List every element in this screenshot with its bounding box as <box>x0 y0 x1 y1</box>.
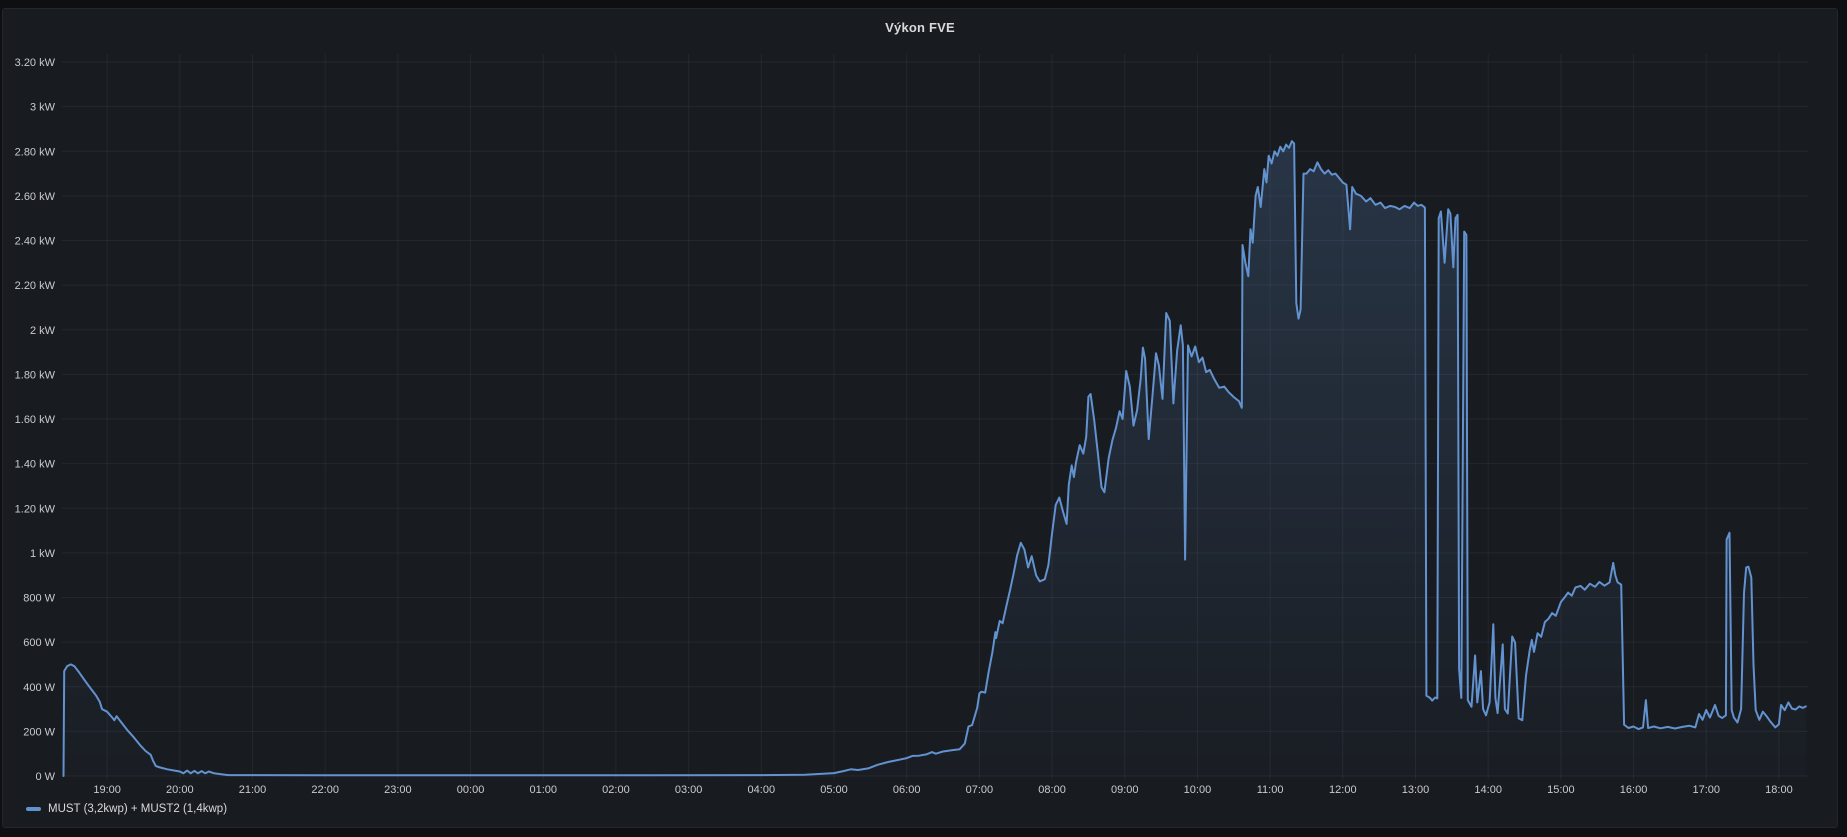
y-tick-label: 1.80 kW <box>15 369 56 381</box>
x-tick-label: 11:00 <box>1257 784 1284 796</box>
y-tick-label: 2.80 kW <box>15 146 56 158</box>
x-tick-label: 18:00 <box>1765 784 1793 796</box>
x-tick-label: 04:00 <box>748 784 776 796</box>
x-tick-label: 10:00 <box>1184 784 1212 796</box>
y-tick-label: 2 kW <box>30 325 56 337</box>
series-label: MUST (3,2kwp) + MUST2 (1,4kwp) <box>48 803 228 815</box>
series-layer <box>62 140 1807 777</box>
x-tick-label: 14:00 <box>1474 784 1502 796</box>
legend: MUST (3,2kwp) + MUST2 (1,4kwp) <box>26 803 227 815</box>
y-tick-label: 3.20 kW <box>15 57 56 69</box>
x-tick-label: 20:00 <box>166 784 194 796</box>
x-tick-label: 21:00 <box>239 784 267 796</box>
x-tick-label: 08:00 <box>1038 784 1066 796</box>
y-tick-label: 3 kW <box>30 102 56 114</box>
y-tick-label: 1.20 kW <box>15 503 56 515</box>
x-tick-label: 17:00 <box>1692 784 1720 796</box>
series-line-icon <box>26 807 41 811</box>
y-tick-label: 1.60 kW <box>15 414 56 426</box>
x-tick-label: 00:00 <box>457 784 485 796</box>
x-tick-label: 02:00 <box>602 784 630 796</box>
y-tick-label: 2.20 kW <box>15 280 56 292</box>
x-tick-label: 03:00 <box>675 784 703 796</box>
x-tick-label: 15:00 <box>1547 784 1575 796</box>
x-tick-label: 22:00 <box>311 784 339 796</box>
legend-item[interactable]: MUST (3,2kwp) + MUST2 (1,4kwp) <box>26 803 227 815</box>
x-tick-label: 12:00 <box>1329 784 1357 796</box>
x-tick-label: 01:00 <box>529 784 557 796</box>
x-tick-label: 13:00 <box>1402 784 1430 796</box>
y-tick-label: 800 W <box>23 593 55 605</box>
panel-title[interactable]: Výkon FVE <box>885 20 955 35</box>
y-tick-label: 1.40 kW <box>15 459 56 471</box>
y-tick-label: 2.60 kW <box>15 191 56 203</box>
x-tick-label: 06:00 <box>893 784 921 796</box>
x-tick-label: 23:00 <box>384 784 412 796</box>
series-line <box>62 140 1807 777</box>
y-tick-label: 2.40 kW <box>15 236 56 248</box>
series-area <box>63 141 1806 776</box>
y-tick-label: 0 W <box>35 771 55 783</box>
y-tick-label: 1 kW <box>30 548 56 560</box>
y-tick-label: 400 W <box>23 682 55 694</box>
axis-label-layer: 0 W 200 W 400 W 600 W 800 W 1 kW 1.20 kW 1.40 k… <box>15 57 1793 796</box>
y-tick-label: 600 W <box>23 637 55 649</box>
x-tick-label: 16:00 <box>1620 784 1648 796</box>
x-tick-label: 09:00 <box>1111 784 1139 796</box>
y-tick-label: 200 W <box>23 726 55 738</box>
x-tick-label: 05:00 <box>820 784 848 796</box>
x-tick-label: 19:00 <box>93 784 121 796</box>
x-tick-label: 07:00 <box>966 784 994 796</box>
